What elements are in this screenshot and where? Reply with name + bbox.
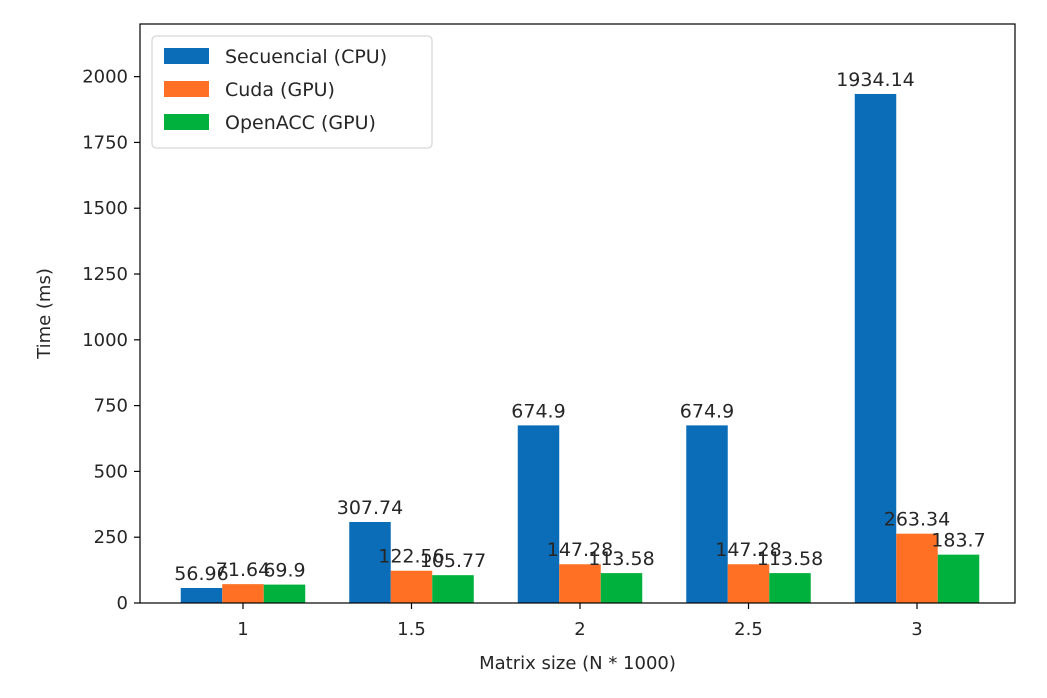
legend-box [151, 35, 433, 149]
y-axis: 0 250 500 750 1000 1250 1500 1750 2000 [82, 67, 140, 614]
bar-value-label: 147.28 [547, 539, 613, 561]
bar [769, 573, 811, 603]
bar [896, 533, 938, 603]
bar-value-label: 122.56 [378, 546, 444, 568]
plot-area-frame [139, 23, 1016, 604]
x-tick-label: 2.5 [734, 619, 763, 640]
bar-value-label: 674.9 [511, 400, 565, 422]
bar [600, 573, 643, 603]
x-tick-label: 1.5 [397, 619, 426, 640]
legend-label: Cuda (GPU) [225, 79, 335, 101]
y-tick-label: 1750 [82, 132, 128, 153]
bar [854, 93, 897, 604]
bar [517, 425, 560, 603]
y-tick-label: 2000 [82, 67, 128, 88]
bar [349, 522, 391, 603]
bar-value-label: 113.58 [588, 548, 654, 570]
x-axis: 1 1.5 2 2.5 3 [237, 603, 923, 640]
legend-swatch [164, 48, 209, 64]
bar-value-label: 674.9 [680, 400, 734, 422]
bar [432, 575, 474, 603]
bar-value-label: 147.28 [715, 539, 781, 561]
y-tick-label: 250 [94, 527, 128, 548]
bar [222, 584, 264, 603]
y-tick-label: 1000 [82, 330, 128, 351]
x-tick-label: 3 [911, 619, 922, 640]
bars-layer [180, 93, 980, 604]
bar [263, 584, 306, 603]
y-axis-label: Time (ms) [34, 268, 55, 360]
bar [727, 564, 770, 603]
bar-value-label: 113.58 [757, 548, 823, 570]
y-tick-label: 0 [117, 593, 128, 614]
bar-value-label: 307.74 [337, 497, 403, 519]
bar [390, 570, 433, 603]
y-tick-label: 1500 [82, 198, 128, 219]
legend-swatch [164, 81, 209, 97]
x-tick-label: 2 [574, 619, 585, 640]
legend: Secuencial (CPU) Cuda (GPU) OpenACC (GPU) [151, 35, 433, 149]
bar-value-label: 1934.14 [836, 69, 915, 91]
bar-value-label: 183.7 [931, 530, 985, 552]
legend-label: Secuencial (CPU) [225, 46, 387, 68]
y-tick-label: 750 [94, 396, 128, 417]
x-axis-label: Matrix size (N * 1000) [479, 653, 676, 674]
x-tick-label: 1 [237, 619, 248, 640]
bar-value-label: 69.9 [263, 560, 305, 582]
bar-value-label: 263.34 [884, 509, 950, 531]
bar [180, 588, 223, 603]
bar [686, 425, 728, 603]
bar [937, 554, 980, 603]
bar [559, 564, 601, 603]
bar-value-label: 56.96 [174, 563, 228, 585]
y-tick-label: 1250 [82, 264, 128, 285]
bar-value-label: 105.77 [420, 550, 486, 572]
bar-value-label: 71.64 [216, 559, 270, 581]
legend-label: OpenACC (GPU) [225, 112, 376, 134]
legend-swatch [164, 114, 209, 130]
y-tick-label: 500 [94, 461, 128, 482]
